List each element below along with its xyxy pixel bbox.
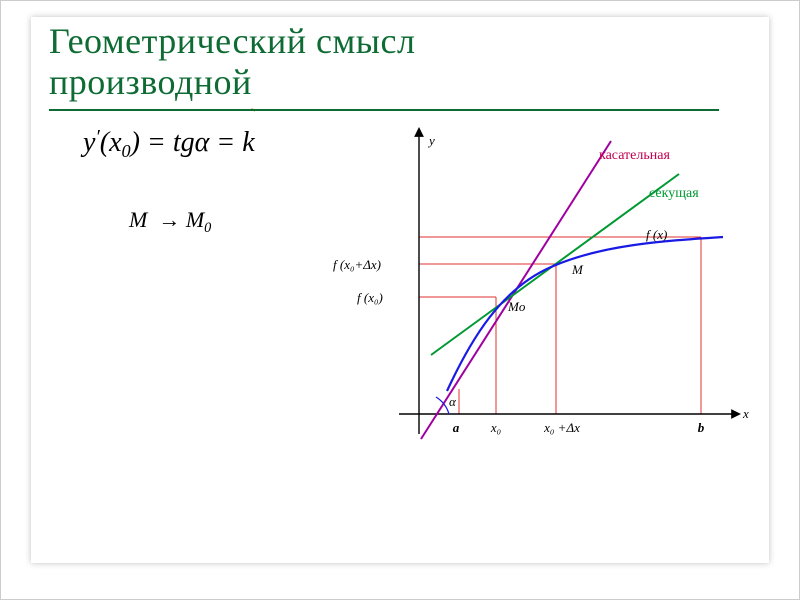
svg-text:касательная: касательная — [599, 148, 670, 163]
title-line-2: производной — [49, 62, 252, 102]
title-underline — [49, 109, 719, 111]
slide-card: Геометрический смысл производнойˏ y′(x0)… — [31, 17, 769, 563]
svg-text:b: b — [698, 420, 705, 435]
svg-text:x₀ +Δx: x₀ +Δx — [543, 420, 580, 435]
svg-text:f (x): f (x) — [646, 227, 667, 242]
svg-text:f (x₀): f (x₀) — [357, 290, 383, 305]
chart-svg: y x касательная секущая f (x) f (x₀+Δx) f (x₀)… — [301, 119, 761, 469]
svg-text:секущая: секущая — [649, 186, 699, 201]
slide-title: Геометрический смысл производнойˏ — [49, 21, 415, 104]
svg-text:M: M — [571, 262, 584, 277]
svg-text:x: x — [742, 406, 749, 421]
slide-root: Геометрический смысл производнойˏ y′(x0)… — [0, 0, 800, 600]
title-line-1: Геометрический смысл — [49, 21, 415, 61]
formula-derivative: y′(x0) = tgα = k — [83, 127, 255, 159]
svg-text:y: y — [427, 133, 435, 148]
derivative-chart: y x касательная секущая f (x) f (x₀+Δx) f (x₀)… — [301, 119, 761, 469]
formula-m-to-m0: M → M0 — [129, 207, 211, 233]
svg-text:f (x₀+Δx): f (x₀+Δx) — [333, 257, 381, 272]
svg-text:x₀: x₀ — [490, 420, 501, 435]
svg-text:Mo: Mo — [507, 299, 526, 314]
svg-text:a: a — [453, 420, 460, 435]
svg-text:α: α — [449, 394, 457, 409]
